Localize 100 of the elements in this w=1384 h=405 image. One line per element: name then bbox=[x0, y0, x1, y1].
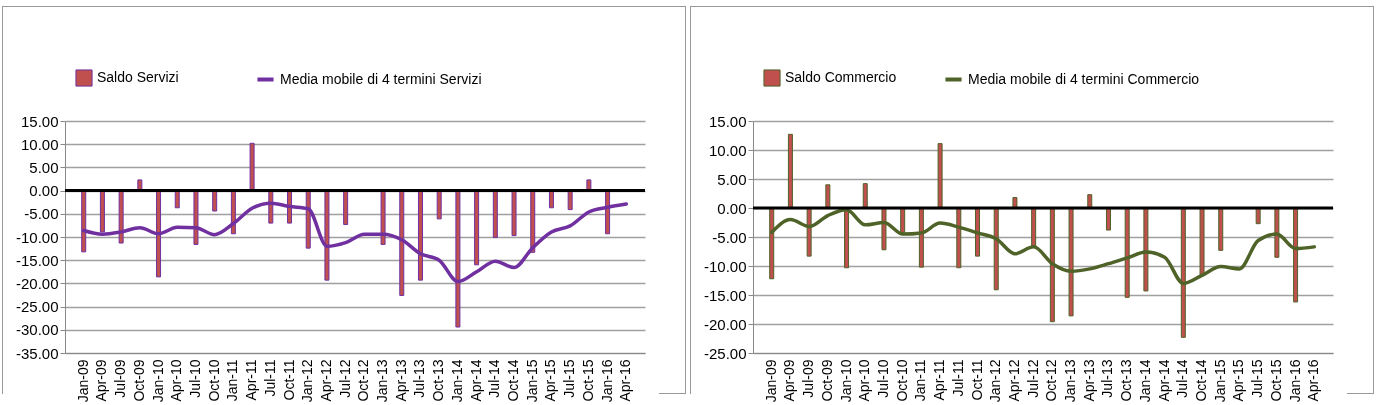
legend-label: Media mobile di 4 termini Commercio bbox=[968, 70, 1200, 87]
y-tick-label: 15.00 bbox=[20, 112, 59, 130]
bar bbox=[343, 190, 349, 225]
y-tick-label: -5.00 bbox=[712, 228, 747, 246]
bar bbox=[567, 190, 573, 211]
bar bbox=[436, 190, 442, 220]
y-tick-label: -10.00 bbox=[15, 228, 59, 246]
y-tick-label: -15.00 bbox=[703, 286, 747, 304]
bar bbox=[1087, 194, 1093, 209]
y-tick-label: -35.00 bbox=[15, 344, 59, 362]
x-tick-label: Jul-15 bbox=[561, 359, 578, 398]
x-tick-label: Oct-11 bbox=[280, 359, 297, 401]
x-tick-label: Apr-13 bbox=[392, 359, 409, 402]
x-tick-label: Jul-13 bbox=[1099, 359, 1116, 398]
x-tick-label: Apr-15 bbox=[1230, 359, 1247, 402]
x-tick-label: Oct-10 bbox=[893, 359, 910, 402]
x-tick-label: Jul-09 bbox=[800, 359, 817, 398]
x-tick-label: Jan-12 bbox=[987, 359, 1004, 403]
x-tick-label: Apr-16 bbox=[1305, 359, 1322, 402]
bar bbox=[1105, 207, 1111, 231]
x-tick-label: Jul-10 bbox=[874, 359, 891, 398]
x-tick-label: Apr-16 bbox=[617, 359, 634, 402]
x-tick-label: Apr-11 bbox=[243, 359, 260, 401]
x-tick-label: Jul-15 bbox=[1249, 359, 1266, 398]
x-tick-label: Jul-12 bbox=[336, 359, 353, 398]
x-tick-label: Jan-10 bbox=[837, 359, 854, 403]
y-tick-label: 5.00 bbox=[29, 158, 59, 176]
y-tick-label: -15.00 bbox=[15, 251, 59, 269]
y-tick-label: 0.00 bbox=[717, 199, 747, 217]
x-tick-label: Jan-14 bbox=[448, 359, 465, 403]
x-tick-label: Jan-13 bbox=[1062, 359, 1079, 403]
x-tick-label: Jul-13 bbox=[411, 359, 428, 398]
x-tick-label: Oct-12 bbox=[355, 359, 372, 402]
bar bbox=[474, 190, 480, 266]
x-tick-label: Apr-14 bbox=[467, 359, 484, 402]
x-tick-label: Jul-11 bbox=[949, 359, 966, 397]
bar bbox=[937, 143, 943, 209]
x-tick-label: Jan-10 bbox=[149, 359, 166, 403]
y-tick-label: 10.00 bbox=[708, 141, 747, 159]
y-tick-label: 10.00 bbox=[20, 135, 59, 153]
legend-label: Saldo Commercio bbox=[785, 69, 897, 85]
x-tick-label: Jul-10 bbox=[186, 359, 203, 398]
bar bbox=[212, 190, 218, 212]
x-tick-label: Oct-14 bbox=[1193, 359, 1210, 402]
x-tick-label: Oct-13 bbox=[1118, 359, 1135, 402]
x-tick-label: Jan-15 bbox=[523, 359, 540, 403]
x-tick-label: Oct-10 bbox=[205, 359, 222, 402]
x-tick-label: Apr-14 bbox=[1155, 359, 1172, 402]
x-tick-label: Jan-09 bbox=[74, 359, 91, 403]
x-tick-label: Apr-09 bbox=[781, 359, 798, 402]
x-tick-label: Apr-10 bbox=[168, 359, 185, 402]
x-tick-label: Oct-12 bbox=[1043, 359, 1060, 402]
bar bbox=[862, 183, 868, 209]
bar bbox=[492, 190, 498, 238]
bar bbox=[825, 184, 831, 209]
x-tick-label: Jan-11 bbox=[224, 359, 241, 402]
x-tick-label: Jan-16 bbox=[598, 359, 615, 403]
legend-label: Media mobile di 4 termini Servizi bbox=[280, 70, 482, 87]
x-tick-label: Jan-11 bbox=[912, 359, 929, 402]
x-tick-label: Apr-15 bbox=[542, 359, 559, 402]
y-tick-label: -20.00 bbox=[703, 315, 747, 333]
x-tick-label: Jan-15 bbox=[1211, 359, 1228, 403]
x-tick-label: Jan-16 bbox=[1286, 359, 1303, 403]
x-tick-label: Oct-15 bbox=[579, 359, 596, 402]
bar bbox=[249, 142, 255, 192]
y-tick-label: 15.00 bbox=[708, 112, 747, 130]
x-tick-label: Jan-13 bbox=[374, 359, 391, 403]
x-tick-label: Jul-09 bbox=[112, 359, 129, 398]
x-tick-label: Oct-15 bbox=[1267, 359, 1284, 402]
y-tick-label: -20.00 bbox=[15, 274, 59, 292]
y-tick-label: -25.00 bbox=[703, 344, 747, 362]
x-tick-label: Jul-11 bbox=[261, 359, 278, 397]
x-tick-label: Oct-09 bbox=[130, 359, 147, 402]
y-tick-label: 0.00 bbox=[29, 182, 59, 200]
x-tick-label: Oct-09 bbox=[818, 359, 835, 402]
bar bbox=[511, 190, 517, 237]
x-tick-label: Jul-12 bbox=[1024, 359, 1041, 398]
y-tick-label: -25.00 bbox=[15, 298, 59, 316]
y-tick-label: -10.00 bbox=[703, 257, 747, 275]
x-tick-label: Oct-11 bbox=[968, 359, 985, 401]
y-tick-label: -5.00 bbox=[24, 205, 59, 223]
x-tick-label: Jul-14 bbox=[1174, 359, 1191, 398]
x-tick-label: Jan-14 bbox=[1136, 359, 1153, 403]
x-tick-label: Jul-14 bbox=[486, 359, 503, 398]
x-tick-label: Apr-11 bbox=[931, 359, 948, 401]
bar bbox=[1218, 207, 1224, 251]
y-tick-label: -30.00 bbox=[15, 321, 59, 339]
x-tick-label: Apr-09 bbox=[93, 359, 110, 402]
x-tick-label: Apr-13 bbox=[1080, 359, 1097, 402]
x-tick-label: Apr-10 bbox=[856, 359, 873, 402]
x-tick-label: Oct-13 bbox=[430, 359, 447, 402]
x-tick-label: Apr-12 bbox=[1005, 359, 1022, 402]
x-tick-label: Jan-12 bbox=[299, 359, 316, 403]
bar bbox=[787, 133, 793, 209]
bar bbox=[1012, 197, 1018, 209]
x-tick-label: Oct-14 bbox=[505, 359, 522, 402]
y-tick-label: 5.00 bbox=[717, 170, 747, 188]
x-tick-label: Jan-09 bbox=[762, 359, 779, 403]
x-tick-label: Apr-12 bbox=[317, 359, 334, 402]
legend-label: Saldo Servizi bbox=[97, 69, 179, 85]
